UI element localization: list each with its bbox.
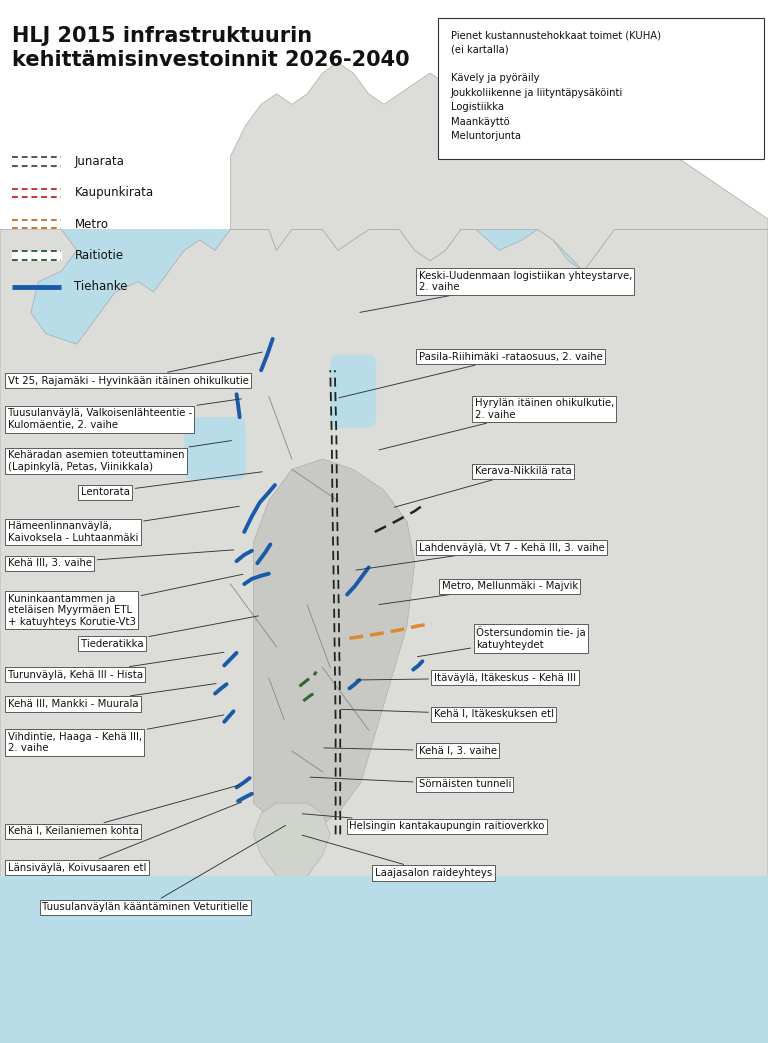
Text: Pasila-Riihimäki -rataosuus, 2. vaihe: Pasila-Riihimäki -rataosuus, 2. vaihe — [339, 351, 602, 397]
Text: Laajasalon raideyhteys: Laajasalon raideyhteys — [302, 835, 492, 878]
FancyBboxPatch shape — [330, 355, 376, 428]
Polygon shape — [230, 63, 768, 271]
Text: Kaupunkirata: Kaupunkirata — [74, 187, 154, 199]
Text: Raitiotie: Raitiotie — [74, 249, 124, 262]
Text: Kehäradan asemien toteuttaminen
(Lapinkylä, Petas, Viinikkala): Kehäradan asemien toteuttaminen (Lapinky… — [8, 440, 231, 471]
Text: Vt 25, Rajamäki - Hyvinkään itäinen ohikulkutie: Vt 25, Rajamäki - Hyvinkään itäinen ohik… — [8, 353, 262, 386]
Text: Kehä I, Itäkeskuksen etl: Kehä I, Itäkeskuksen etl — [341, 709, 554, 720]
Polygon shape — [253, 803, 330, 887]
Text: Junarata: Junarata — [74, 155, 124, 168]
Text: Helsingin kantakaupungin raitioverkko: Helsingin kantakaupungin raitioverkko — [303, 814, 545, 831]
Text: Tiederatikka: Tiederatikka — [81, 615, 258, 649]
FancyBboxPatch shape — [184, 417, 246, 480]
Text: Kehä III, Mankki - Muurala: Kehä III, Mankki - Muurala — [8, 683, 216, 709]
Text: Hyrylän itäinen ohikulkutie,
2. vaihe: Hyrylän itäinen ohikulkutie, 2. vaihe — [379, 398, 614, 450]
Text: Kehä I, 3. vaihe: Kehä I, 3. vaihe — [324, 746, 497, 756]
Text: HLJ 2015 infrastruktuurin
kehittämisinvestoinnit 2026-2040: HLJ 2015 infrastruktuurin kehittämisinve… — [12, 26, 409, 70]
Text: Tiehanke: Tiehanke — [74, 281, 128, 293]
Text: Turunväylä, Kehä III - Hista: Turunväylä, Kehä III - Hista — [8, 652, 223, 680]
Text: Lahdenväylä, Vt 7 - Kehä III, 3. vaihe: Lahdenväylä, Vt 7 - Kehä III, 3. vaihe — [356, 542, 604, 571]
Text: Kuninkaantammen ja
eteläisen Myyrmäen ETL
+ katuyhteys Korutie-Vt3: Kuninkaantammen ja eteläisen Myyrmäen ET… — [8, 575, 243, 627]
Text: Keski-Uudenmaan logistiikan yhteystarve,
2. vaihe: Keski-Uudenmaan logistiikan yhteystarve,… — [360, 271, 632, 313]
Text: Kehä I, Keilaniemen kohta: Kehä I, Keilaniemen kohta — [8, 785, 240, 836]
Text: Tuusulanväylän kääntäminen Veturitielle: Tuusulanväylän kääntäminen Veturitielle — [42, 825, 286, 913]
Text: Sörnäisten tunneli: Sörnäisten tunneli — [310, 777, 511, 790]
Text: Kehä III, 3. vaihe: Kehä III, 3. vaihe — [8, 550, 233, 568]
Text: Itäväylä, Itäkeskus - Kehä III: Itäväylä, Itäkeskus - Kehä III — [356, 673, 576, 683]
FancyBboxPatch shape — [438, 18, 764, 159]
Polygon shape — [0, 229, 768, 1043]
Text: Länsiväylä, Koivusaaren etl: Länsiväylä, Koivusaaren etl — [8, 802, 242, 873]
Text: Metro, Mellunmäki - Majvik: Metro, Mellunmäki - Majvik — [379, 581, 578, 605]
Text: Metro: Metro — [74, 218, 108, 231]
Text: Hämeenlinnanväylä,
Kaivoksela - Luhtaanmäki: Hämeenlinnanväylä, Kaivoksela - Luhtaanm… — [8, 506, 239, 542]
Text: Tuusulanväylä, Valkoisenlähteentie -
Kulomäentie, 2. vaihe: Tuusulanväylä, Valkoisenlähteentie - Kul… — [8, 398, 241, 430]
Text: Lentorata: Lentorata — [81, 471, 262, 498]
Text: Vihdintie, Haaga - Kehä III,
2. vaihe: Vihdintie, Haaga - Kehä III, 2. vaihe — [8, 714, 223, 753]
FancyBboxPatch shape — [0, 876, 768, 1043]
Polygon shape — [253, 459, 415, 834]
Text: Kerava-Nikkilä rata: Kerava-Nikkilä rata — [394, 466, 571, 507]
FancyBboxPatch shape — [0, 229, 768, 1043]
Text: Östersundomin tie- ja
katuyhteydet: Östersundomin tie- ja katuyhteydet — [418, 627, 586, 657]
Text: Pienet kustannustehokkaat toimet (KUHA)
(ei kartalla)

Kävely ja pyöräily
Joukko: Pienet kustannustehokkaat toimet (KUHA) … — [451, 30, 660, 141]
